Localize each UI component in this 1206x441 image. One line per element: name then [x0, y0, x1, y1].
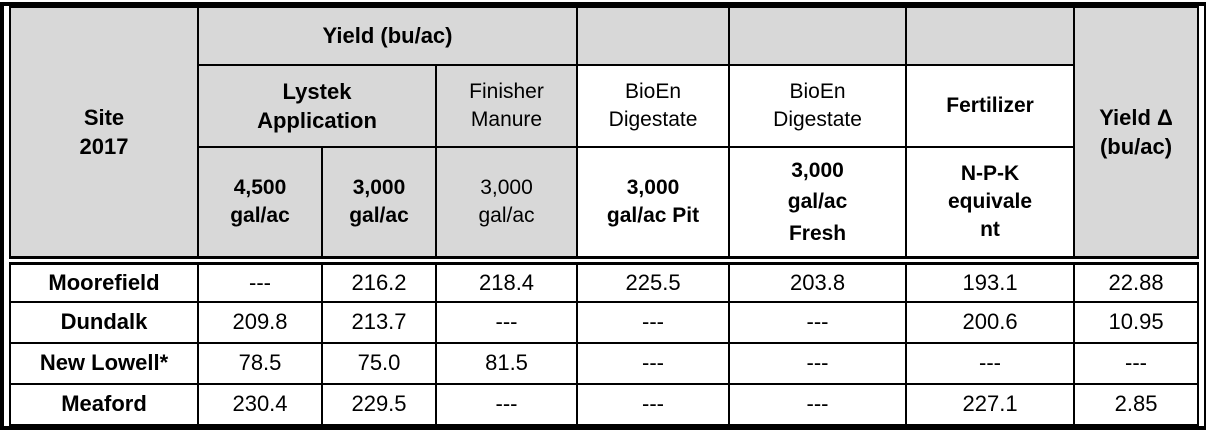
value-cell: --- [576, 300, 731, 344]
header-rate-finisher: 3,000 gal/ac [434, 146, 579, 265]
value-cell: --- [1073, 341, 1200, 385]
value-cell: 225.5 [576, 259, 731, 303]
header-finisher-manure: Finisher Manure [434, 64, 579, 148]
value-cell: 209.8 [197, 300, 323, 344]
header-rate-lystek-4500: 4,500 gal/ac [197, 146, 323, 265]
value-cell: 227.1 [905, 382, 1076, 426]
site-cell: Dundalk [9, 300, 199, 344]
header-site: Site 2017 [9, 6, 199, 265]
header-yield-delta: Yield Δ (bu/ac) [1073, 6, 1200, 265]
header-lystek-application: Lystek Application [197, 64, 437, 148]
table-row-meaford: Meaford 230.4 229.5 --- --- --- 227.1 2.… [9, 382, 1200, 426]
value-cell: --- [434, 300, 579, 344]
value-cell: --- [434, 382, 579, 426]
yield-table-container: Site 2017 Yield (bu/ac) Yield Δ (bu/ac) … [0, 2, 1206, 430]
table-row-new-lowell: New Lowell* 78.5 75.0 81.5 --- --- --- -… [9, 341, 1200, 385]
value-cell: --- [728, 300, 908, 344]
header-spacer-fertilizer [905, 6, 1076, 66]
header-rate-bioen-fresh: 3,000 gal/ac Fresh [728, 146, 908, 265]
site-cell: Meaford [9, 382, 199, 426]
value-cell: --- [728, 341, 908, 385]
value-cell: 213.7 [321, 300, 437, 344]
site-cell: Moorefield [9, 259, 199, 303]
yield-results-table: Site 2017 Yield (bu/ac) Yield Δ (bu/ac) … [9, 6, 1200, 426]
value-cell: 200.6 [905, 300, 1076, 344]
value-cell: 75.0 [321, 341, 437, 385]
header-spacer-bioen-pit [576, 6, 731, 66]
header-yield-group: Yield (bu/ac) [196, 6, 579, 66]
header-row-2: Lystek Application Finisher Manure BioEn… [10, 64, 1198, 148]
value-cell: 230.4 [197, 382, 323, 426]
value-cell: 229.5 [321, 382, 437, 426]
header-rate-npk-equivalent: N-P-K equivale nt [905, 146, 1076, 265]
header-row-3: 4,500 gal/ac 3,000 gal/ac 3,000 gal/ac 3… [10, 146, 1198, 265]
header-row-1: Site 2017 Yield (bu/ac) Yield Δ (bu/ac) [9, 6, 1200, 265]
value-cell: --- [905, 341, 1076, 385]
value-cell: 193.1 [905, 259, 1076, 303]
value-cell: 10.95 [1073, 300, 1200, 344]
header-spacer-bioen-fresh [728, 6, 908, 66]
value-cell: 203.8 [728, 259, 908, 303]
value-cell: --- [576, 382, 731, 426]
table-row-moorefield: Moorefield --- 216.2 218.4 225.5 203.8 1… [9, 259, 1200, 303]
value-cell: 2.85 [1073, 382, 1200, 426]
header-bioen-digestate-fresh: BioEn Digestate [728, 64, 908, 148]
value-cell: --- [728, 382, 908, 426]
header-bioen-digestate-pit: BioEn Digestate [576, 64, 731, 148]
value-cell: 218.4 [434, 259, 579, 303]
table-row-dundalk: Dundalk 209.8 213.7 --- --- --- 200.6 10… [9, 300, 1200, 344]
header-rate-bioen-pit: 3,000 gal/ac Pit [576, 146, 731, 265]
value-cell: 216.2 [321, 259, 437, 303]
value-cell: 81.5 [434, 341, 579, 385]
value-cell: 78.5 [197, 341, 323, 385]
header-fertilizer: Fertilizer [905, 64, 1076, 148]
header-rate-lystek-3000: 3,000 gal/ac [321, 146, 437, 265]
value-cell: --- [197, 259, 323, 303]
site-cell: New Lowell* [9, 341, 199, 385]
value-cell: --- [576, 341, 731, 385]
value-cell: 22.88 [1073, 259, 1200, 303]
